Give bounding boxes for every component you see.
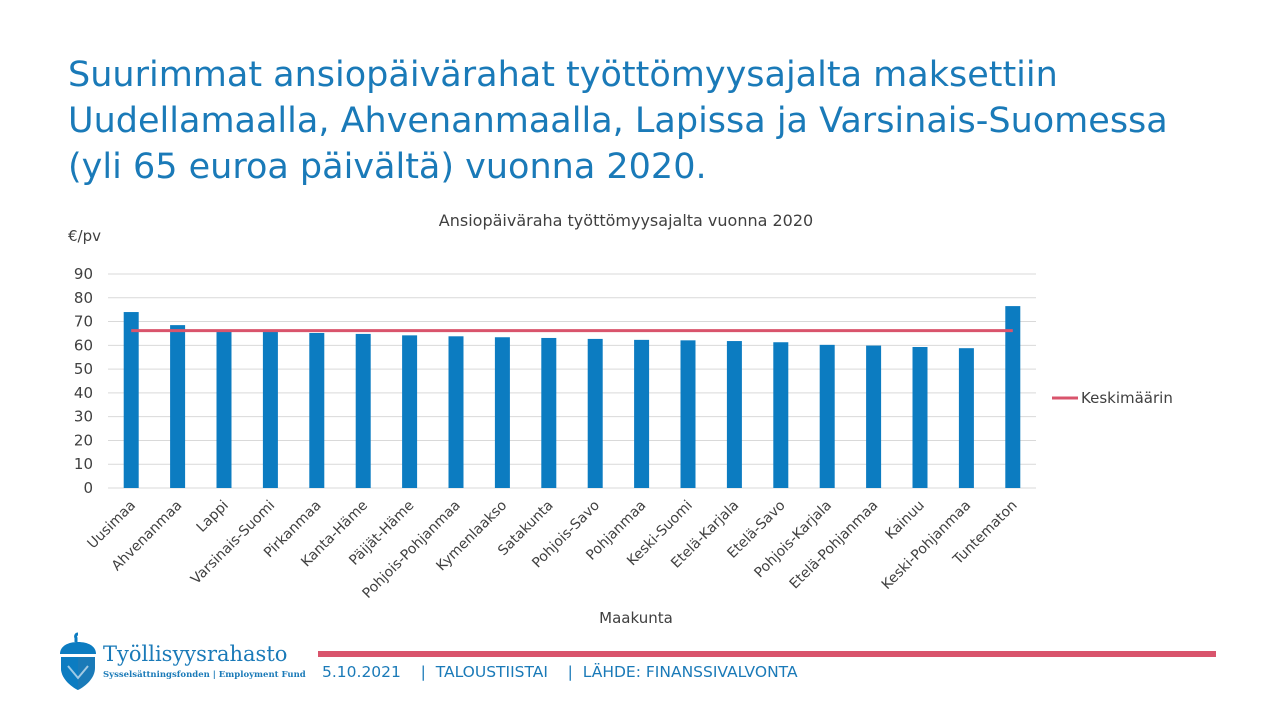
bar	[170, 325, 186, 488]
y-axis-label: €/pv	[68, 227, 101, 245]
y-tick-label: 50	[74, 360, 93, 378]
x-tick-label: Varsinais-Suomi	[188, 498, 278, 588]
bar-chart: Ansiopäiväraha työttömyysajalta vuonna 2…	[68, 211, 1173, 627]
y-tick-label: 10	[74, 455, 93, 473]
y-tick-label: 20	[74, 431, 93, 449]
footer-date: 5.10.2021	[322, 663, 401, 681]
footer-source: LÄHDE: FINANSSIVALVONTA	[582, 663, 798, 681]
legend-label-average: Keskimäärin	[1081, 389, 1173, 407]
bar	[1005, 306, 1021, 488]
logo-name: Työllisyysrahasto	[103, 642, 288, 666]
footer-series: TALOUSTIISTAI	[435, 663, 548, 681]
bar	[819, 344, 835, 488]
x-tick-label: Kainuu	[883, 498, 928, 543]
bar	[355, 333, 371, 488]
logo-acorn-icon	[56, 630, 100, 697]
footer-separator: |	[567, 663, 573, 681]
chart-title: Ansiopäiväraha työttömyysajalta vuonna 2…	[439, 211, 813, 230]
slide-title: Suurimmat ansiopäivärahat työttömyysajal…	[68, 55, 1168, 187]
bar	[587, 338, 603, 488]
y-tick-label: 60	[74, 336, 93, 354]
footer-bar: 5.10.2021 | TALOUSTIISTAI | LÄHDE: FINAN…	[322, 663, 798, 681]
footer-divider	[318, 651, 1216, 657]
x-tick-label: Keski-Pohjanmaa	[879, 498, 974, 593]
bar	[634, 339, 650, 488]
bar	[541, 337, 557, 488]
bar	[726, 341, 742, 488]
y-tick-label: 30	[74, 408, 93, 426]
bar	[912, 346, 928, 488]
y-tick-label: 0	[83, 479, 93, 497]
y-tick-label: 70	[74, 313, 93, 331]
bar	[216, 329, 232, 488]
bar	[773, 342, 789, 488]
bar	[680, 340, 696, 488]
y-tick-label: 90	[74, 265, 93, 283]
y-tick-label: 40	[74, 384, 93, 402]
footer-separator: |	[420, 663, 426, 681]
y-tick-label: 80	[74, 289, 93, 307]
bar	[958, 348, 974, 488]
x-axis-label: Maakunta	[599, 609, 673, 627]
bar	[494, 337, 510, 488]
logo-subtitle: Sysselsättningsfonden | Employment Fund	[103, 670, 306, 680]
bar	[448, 336, 464, 488]
bar	[123, 312, 139, 488]
x-tick-label: Etelä-Pohjanmaa	[787, 498, 882, 593]
bar	[309, 332, 325, 488]
bar	[262, 331, 278, 488]
bar	[402, 335, 418, 488]
x-tick-label: Lappi	[194, 498, 232, 536]
bar	[866, 345, 882, 488]
